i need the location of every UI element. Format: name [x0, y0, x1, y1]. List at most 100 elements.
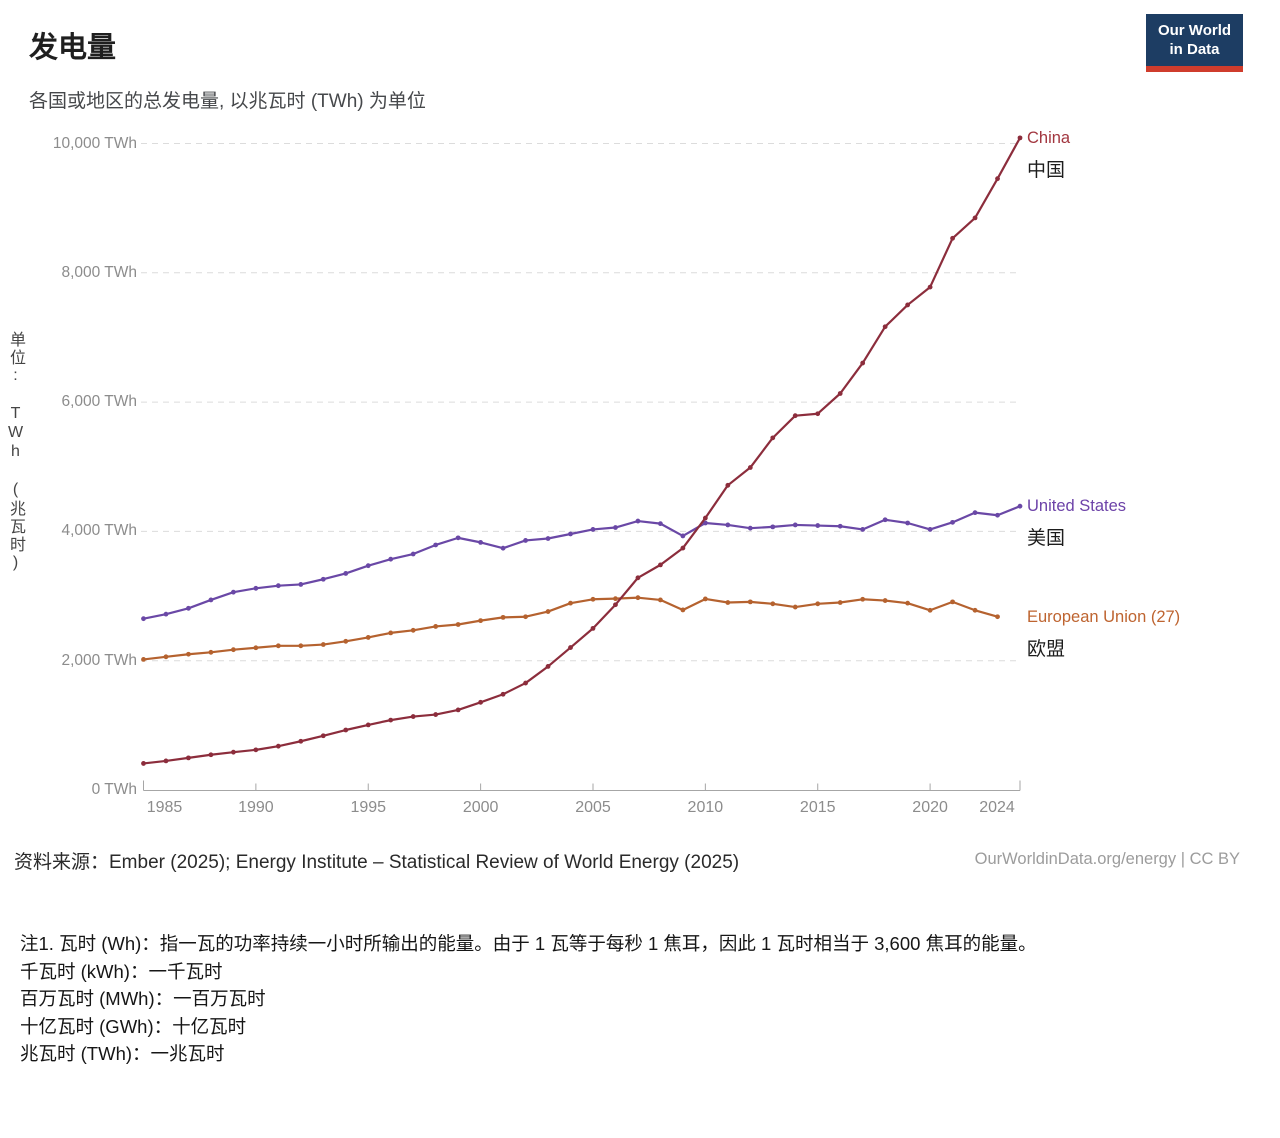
data-point-european-union-27[interactable] — [365, 635, 371, 640]
data-point-european-union-27[interactable] — [410, 627, 416, 633]
data-point-china[interactable] — [680, 545, 686, 551]
data-point-european-union-27[interactable] — [747, 599, 753, 605]
data-point-european-union-27[interactable] — [837, 600, 843, 605]
data-point-european-union-27[interactable] — [680, 607, 686, 613]
data-point-united-states[interactable] — [230, 589, 236, 595]
data-point-united-states[interactable] — [275, 583, 281, 589]
data-point-european-union-27[interactable] — [860, 596, 866, 602]
data-point-china[interactable] — [388, 717, 394, 723]
data-point-china[interactable] — [141, 761, 146, 766]
data-point-united-states[interactable] — [568, 531, 573, 537]
data-point-united-states[interactable] — [635, 518, 641, 524]
data-point-united-states[interactable] — [163, 611, 169, 617]
data-point-china[interactable] — [545, 664, 551, 669]
data-point-united-states[interactable] — [343, 571, 349, 576]
data-point-united-states[interactable] — [410, 551, 416, 557]
data-point-european-union-27[interactable] — [163, 654, 169, 660]
data-point-united-states[interactable] — [770, 524, 776, 530]
data-point-china[interactable] — [568, 645, 573, 650]
data-point-european-union-27[interactable] — [433, 624, 439, 629]
data-point-china[interactable] — [972, 215, 978, 221]
data-point-china[interactable] — [500, 691, 506, 697]
data-point-european-union-27[interactable] — [343, 638, 349, 644]
data-point-european-union-27[interactable] — [815, 601, 821, 607]
data-point-china[interactable] — [747, 465, 753, 470]
data-point-united-states[interactable] — [365, 563, 371, 569]
data-point-united-states[interactable] — [500, 545, 506, 551]
data-point-china[interactable] — [208, 752, 214, 758]
data-point-european-union-27[interactable] — [613, 596, 618, 602]
data-point-china[interactable] — [433, 712, 439, 717]
data-point-european-union-27[interactable] — [186, 651, 191, 657]
data-point-united-states[interactable] — [837, 523, 843, 529]
data-point-european-union-27[interactable] — [590, 596, 596, 602]
data-point-united-states[interactable] — [860, 527, 866, 532]
data-point-united-states[interactable] — [141, 616, 146, 622]
data-point-china[interactable] — [815, 411, 821, 417]
data-point-united-states[interactable] — [253, 585, 259, 591]
data-point-european-union-27[interactable] — [275, 643, 281, 649]
data-point-china[interactable] — [770, 435, 776, 441]
data-point-united-states[interactable] — [658, 521, 663, 527]
data-point-china[interactable] — [613, 602, 618, 608]
data-point-united-states[interactable] — [433, 542, 439, 548]
data-point-china[interactable] — [950, 235, 955, 241]
data-point-united-states[interactable] — [747, 525, 753, 531]
data-point-european-union-27[interactable] — [905, 600, 911, 606]
data-point-united-states[interactable] — [1017, 503, 1023, 509]
data-point-china[interactable] — [455, 707, 461, 713]
data-point-china[interactable] — [186, 755, 191, 761]
data-point-european-union-27[interactable] — [478, 618, 484, 624]
data-point-united-states[interactable] — [613, 525, 618, 530]
series-line-european-union-27[interactable] — [142, 596, 999, 661]
data-point-china[interactable] — [478, 699, 484, 705]
data-point-united-states[interactable] — [545, 536, 551, 541]
series-line-united-states[interactable] — [142, 505, 1022, 620]
data-point-european-union-27[interactable] — [950, 599, 955, 605]
data-point-european-union-27[interactable] — [725, 600, 731, 605]
data-point-european-union-27[interactable] — [635, 595, 641, 601]
data-point-united-states[interactable] — [680, 533, 686, 539]
data-point-european-union-27[interactable] — [702, 596, 708, 602]
data-point-united-states[interactable] — [905, 520, 911, 526]
data-point-china[interactable] — [792, 413, 798, 419]
data-point-china[interactable] — [927, 284, 933, 290]
data-point-european-union-27[interactable] — [770, 601, 776, 607]
data-point-united-states[interactable] — [478, 539, 484, 545]
data-point-european-union-27[interactable] — [388, 630, 394, 636]
data-point-european-union-27[interactable] — [545, 609, 551, 614]
data-point-china[interactable] — [320, 733, 326, 739]
credit-link[interactable]: OurWorldinData.org/energy | CC BY — [974, 850, 1240, 868]
data-point-european-union-27[interactable] — [882, 598, 888, 603]
data-point-united-states[interactable] — [950, 519, 955, 525]
data-point-china[interactable] — [702, 515, 708, 521]
data-point-china[interactable] — [275, 743, 281, 749]
data-point-european-union-27[interactable] — [927, 607, 933, 613]
data-point-united-states[interactable] — [455, 535, 461, 541]
data-point-united-states[interactable] — [995, 512, 1000, 518]
series-line-china[interactable] — [142, 136, 1022, 765]
data-point-european-union-27[interactable] — [995, 614, 1000, 620]
data-point-european-union-27[interactable] — [141, 657, 146, 662]
data-point-european-union-27[interactable] — [792, 604, 798, 610]
data-point-china[interactable] — [343, 727, 349, 733]
data-point-china[interactable] — [410, 714, 416, 719]
data-point-european-union-27[interactable] — [253, 645, 259, 651]
data-point-united-states[interactable] — [388, 556, 394, 562]
data-point-united-states[interactable] — [186, 605, 191, 611]
data-point-united-states[interactable] — [815, 523, 821, 528]
data-point-united-states[interactable] — [882, 517, 888, 523]
data-point-united-states[interactable] — [298, 582, 304, 587]
data-point-china[interactable] — [725, 482, 731, 488]
data-point-european-union-27[interactable] — [320, 642, 326, 647]
data-point-european-union-27[interactable] — [568, 600, 573, 606]
data-point-european-union-27[interactable] — [208, 649, 214, 655]
data-point-european-union-27[interactable] — [972, 607, 978, 613]
data-point-china[interactable] — [1017, 135, 1023, 141]
data-point-united-states[interactable] — [972, 510, 978, 516]
data-point-united-states[interactable] — [702, 520, 708, 526]
data-point-united-states[interactable] — [792, 522, 798, 528]
legend-item-european-union-27[interactable]: European Union (27) 欧盟 — [1027, 608, 1180, 661]
data-point-china[interactable] — [860, 360, 866, 366]
